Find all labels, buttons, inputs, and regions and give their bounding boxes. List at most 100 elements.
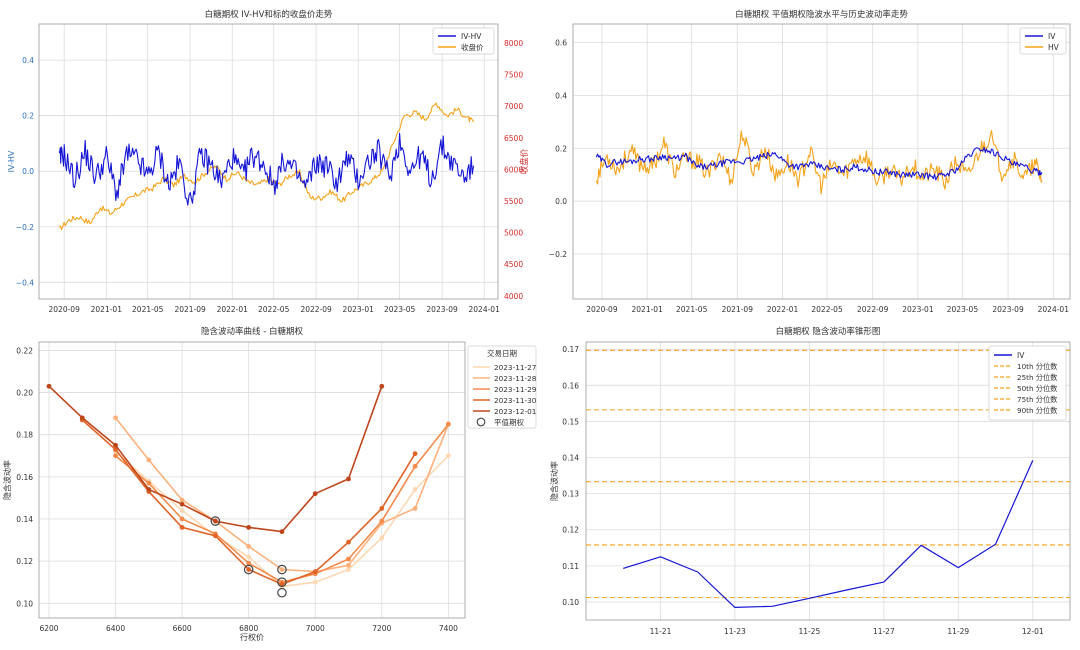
data-point bbox=[46, 383, 52, 389]
data-point bbox=[412, 487, 418, 492]
x-tick-label: 2022-01 bbox=[767, 305, 799, 314]
x-tick-label: 2023-09 bbox=[426, 305, 458, 314]
x-tick-label: 2020-09 bbox=[49, 305, 81, 314]
y-tick-label: 0.16 bbox=[16, 473, 33, 482]
data-point bbox=[346, 476, 351, 482]
series-line-close-price bbox=[58, 102, 475, 231]
legend-label: 25th 分位数 bbox=[1017, 373, 1057, 382]
y-axis-label: IV-HV bbox=[7, 150, 16, 172]
x-tick-label: 6200 bbox=[39, 624, 58, 633]
data-point bbox=[379, 383, 385, 389]
legend-label: 2023-11-29 bbox=[494, 385, 537, 394]
y-tick-label: 0.17 bbox=[562, 345, 579, 354]
y-tick-label: 0.12 bbox=[562, 526, 579, 535]
y-tick-label: 0.0 bbox=[22, 167, 34, 176]
x-tick-label: 2024-01 bbox=[469, 305, 501, 314]
chart-title: 白糖期权 隐含波动率锥形图 bbox=[776, 326, 881, 337]
y2-tick-label: 8000 bbox=[504, 39, 523, 48]
y-tick-label: 0.4 bbox=[22, 56, 34, 65]
data-point bbox=[346, 539, 351, 545]
x-tick-label: 6600 bbox=[173, 624, 192, 633]
series-line-iv bbox=[623, 460, 1034, 609]
legend-swatch bbox=[476, 417, 486, 427]
series-line-iv bbox=[595, 146, 1043, 181]
data-point bbox=[246, 567, 252, 572]
y-tick-label: 0.2 bbox=[22, 112, 34, 121]
data-point bbox=[412, 463, 418, 469]
x-tick-label: 12-01 bbox=[1022, 627, 1044, 636]
x-tick-label: 2022-05 bbox=[811, 305, 843, 314]
x-tick-label: 2021-05 bbox=[132, 305, 164, 314]
y-axis-label: 隐含波动率 bbox=[2, 460, 12, 500]
series-line-2023-12-01 bbox=[48, 385, 383, 533]
legend-label: 2023-11-28 bbox=[494, 374, 537, 383]
data-point bbox=[346, 556, 351, 562]
y-tick-label: 0.2 bbox=[555, 144, 567, 153]
data-point bbox=[279, 567, 285, 572]
legend-label: 平值期权 bbox=[494, 417, 524, 427]
x-tick-label: 6400 bbox=[106, 624, 125, 633]
x-tick-label: 2024-01 bbox=[1038, 305, 1070, 314]
data-point bbox=[246, 525, 252, 530]
x-tick-label: 2023-05 bbox=[384, 305, 416, 314]
legend-label: IV bbox=[1048, 32, 1056, 41]
chart-title: 白糖期权 IV-HV和标的收盘价走势 bbox=[205, 9, 333, 20]
x-tick-label: 2023-05 bbox=[947, 305, 979, 314]
data-point bbox=[113, 442, 118, 448]
data-point bbox=[379, 506, 385, 511]
atm-marker bbox=[277, 564, 287, 575]
y-tick-label: 0.13 bbox=[562, 490, 579, 499]
x-tick-label: 11-27 bbox=[873, 627, 895, 636]
legend-box bbox=[1019, 27, 1067, 55]
legend: IV 10th 分位数 25th 分位数 50th 分位数 75th 分位数 90th 分… bbox=[988, 345, 1067, 421]
legend: IV HV bbox=[1019, 27, 1067, 55]
y-tick-label: 0.12 bbox=[16, 557, 33, 566]
x-tick-label: 2022-09 bbox=[300, 305, 332, 314]
chart-atm-iv-hv: 2020-09 2021-01 2021-05 2021-09 2022-01 2022-… bbox=[549, 9, 1071, 314]
data-point bbox=[146, 457, 152, 463]
y2-tick-label: 4500 bbox=[504, 260, 523, 269]
y2-tick-label: 7500 bbox=[504, 71, 523, 80]
legend-label: 2023-11-27 bbox=[494, 363, 537, 372]
x-tick-label: 2021-09 bbox=[174, 305, 206, 314]
data-point bbox=[346, 562, 351, 568]
series-line-iv-hv bbox=[58, 132, 475, 206]
x-tick-label: 2020-09 bbox=[586, 305, 618, 314]
series-line-hv bbox=[595, 129, 1043, 195]
y-tick-label: 0.11 bbox=[562, 562, 579, 571]
y2-tick-label: 4000 bbox=[504, 292, 523, 301]
data-point bbox=[445, 421, 451, 427]
data-point bbox=[312, 491, 318, 497]
data-point bbox=[113, 453, 118, 459]
y-tick-label: 0.18 bbox=[16, 431, 33, 440]
legend-label: 75th 分位数 bbox=[1017, 395, 1057, 404]
x-tick-label: 11-23 bbox=[724, 627, 746, 636]
data-point bbox=[179, 516, 185, 522]
y-tick-label: 0.14 bbox=[562, 454, 579, 463]
x-tick-label: 2023-09 bbox=[992, 305, 1024, 314]
x-tick-label: 2021-01 bbox=[91, 305, 123, 314]
y-tick-label: 0.15 bbox=[562, 417, 579, 426]
data-point bbox=[179, 525, 185, 530]
x-tick-label: 7400 bbox=[439, 624, 458, 633]
data-point bbox=[246, 560, 252, 566]
atm-marker bbox=[243, 564, 254, 575]
y-tick-label: 0.10 bbox=[562, 598, 579, 607]
data-point bbox=[179, 501, 185, 507]
x-axis-label: 行权价 bbox=[240, 632, 264, 642]
y-tick-label: −0.4 bbox=[16, 278, 34, 287]
x-tick-label: 2021-01 bbox=[632, 305, 664, 314]
data-point bbox=[146, 480, 152, 486]
legend-label: 90th 分位数 bbox=[1017, 406, 1057, 415]
chart-volatility-cone: 11-21 11-23 11-25 11-27 11-29 12-01 0.10 0.11 0.… bbox=[549, 326, 1071, 636]
x-tick-label: 11-21 bbox=[650, 627, 672, 636]
x-tick-label: 2023-01 bbox=[902, 305, 934, 314]
data-point bbox=[379, 518, 385, 524]
data-point bbox=[79, 415, 85, 421]
chart-volatility-smile: 6200 6400 6600 6800 7000 7200 7400 0.10 0.12 0.14… bbox=[2, 326, 537, 642]
data-point bbox=[246, 543, 252, 549]
data-point bbox=[179, 508, 185, 513]
legend-label: 2023-12-01 bbox=[494, 407, 536, 416]
